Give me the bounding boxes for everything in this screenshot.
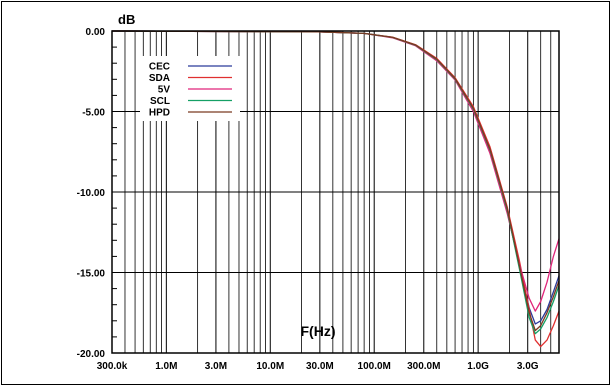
x-tick-label: 300.0k [97,361,128,372]
series-line-hpd [111,30,560,332]
x-tick-labels: 300.0k 1.0M 3.0M 10.0M 30.0M 100.0M 300.0M 1.0G… [97,361,539,372]
x-tick-label: 100.0M [358,361,391,372]
legend-label: CEC [149,62,170,73]
x-tick-label: 3.0G [517,361,539,372]
legend-label: 5V [158,85,171,96]
x-tick-label: 1.0G [467,361,489,372]
y-tick-label: -5.00 [82,108,105,119]
y-tick-label: -20.00 [77,349,106,360]
x-tick-label: 10.0M [256,361,284,372]
y-tick-label: 0.00 [86,27,106,38]
x-tick-label: 300.0M [407,361,440,372]
legend-label: SDA [149,73,170,84]
legend-label: HPD [149,108,170,119]
x-axis-label: F(Hz) [301,323,336,339]
x-tick-label: 3.0M [205,361,227,372]
x-tick-label: 1.0M [155,361,177,372]
legend-label: SCL [150,96,170,107]
y-axis-label: dB [118,12,135,27]
x-tick-label: 30.0M [306,361,334,372]
y-tick-label: -10.00 [77,188,106,199]
series-lines [111,30,560,348]
y-tick-labels: 0.00 -5.00 -10.00 -15.00 -20.00 [77,27,106,360]
y-tick-label: -15.00 [77,269,106,280]
plot-border [111,30,560,354]
